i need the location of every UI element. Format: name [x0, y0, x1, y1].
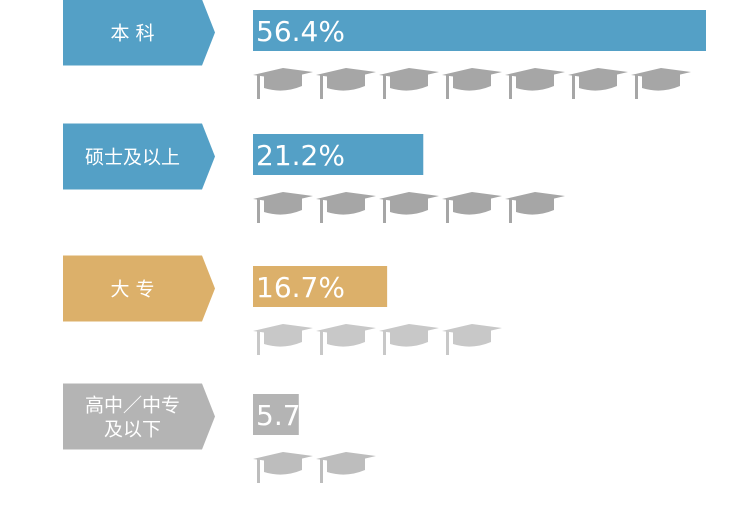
bar	[253, 266, 388, 307]
chart-row: 本 科 56.4%	[63, 0, 706, 99]
graduation-cap-icon	[253, 324, 313, 355]
chart-row: 硕士及以上 21.2%	[63, 123, 565, 223]
value-label: 5.7%	[256, 399, 327, 432]
graduation-cap-icon	[253, 452, 313, 483]
category-tag	[63, 255, 215, 322]
value-label: 21.2%	[256, 139, 345, 172]
chart-row: 大 专 16.7%	[63, 255, 502, 355]
graduation-cap-icon	[568, 68, 628, 99]
category-tag	[63, 0, 215, 66]
graduation-cap-icon	[631, 68, 691, 99]
graduation-cap-icon	[253, 68, 313, 99]
graduation-cap-icon	[442, 68, 502, 99]
graduation-cap-icon	[442, 324, 502, 355]
graduation-cap-icon	[505, 192, 565, 223]
category-tag	[63, 123, 215, 190]
category-tag	[63, 383, 215, 450]
bar	[253, 134, 424, 175]
value-label: 16.7%	[256, 271, 345, 304]
value-label: 56.4%	[256, 15, 345, 48]
graduation-cap-icon	[442, 192, 502, 223]
graduation-cap-icon	[316, 324, 376, 355]
bar	[253, 10, 706, 51]
category-label: 高中／中专	[85, 395, 180, 417]
category-label: 及以下	[104, 419, 161, 441]
category-label: 本 科	[110, 23, 154, 45]
graduation-cap-icon	[316, 192, 376, 223]
graduation-cap-icon	[316, 452, 376, 483]
category-label: 硕士及以上	[85, 147, 180, 169]
graduation-cap-icon	[505, 68, 565, 99]
graduation-cap-icon	[379, 192, 439, 223]
category-label: 大 专	[110, 279, 154, 301]
graduation-cap-icon	[379, 68, 439, 99]
graduation-cap-icon	[316, 68, 376, 99]
graduation-cap-icon	[379, 324, 439, 355]
bar	[253, 394, 299, 435]
graduation-cap-icon	[253, 192, 313, 223]
